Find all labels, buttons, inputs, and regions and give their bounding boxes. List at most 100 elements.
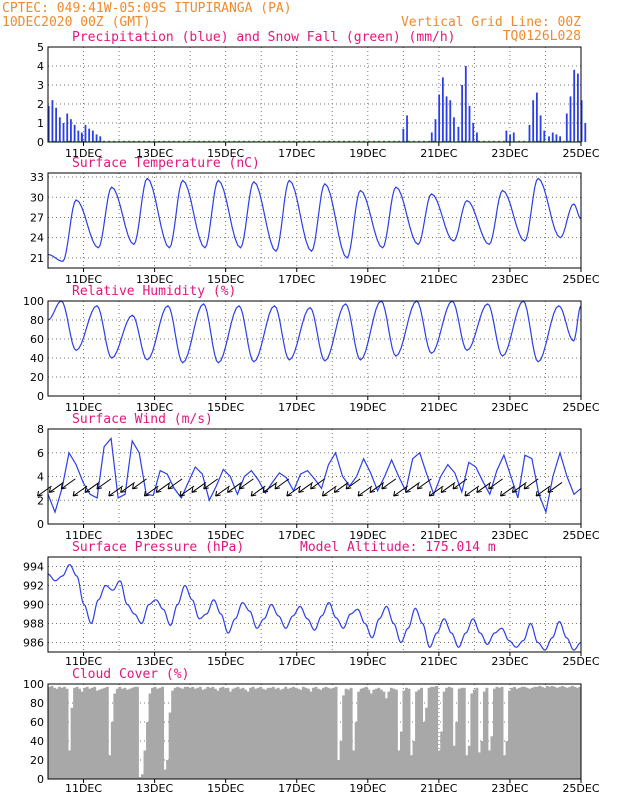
- y-tick-label: 24: [30, 232, 44, 245]
- y-tick-label: 3: [37, 79, 44, 92]
- cloud-bar: [317, 688, 320, 779]
- cloud-bar: [460, 687, 464, 779]
- cloud-bar: [234, 687, 237, 779]
- wind-arrow-head: [310, 483, 316, 490]
- cloud-bar: [324, 686, 328, 779]
- cloud-bar: [540, 686, 544, 779]
- wind-arrow: [144, 485, 159, 497]
- wind-arrow-head: [120, 487, 126, 493]
- cloud-bar: [432, 686, 436, 779]
- wind-arrow: [488, 478, 503, 490]
- precip-bar: [472, 123, 475, 142]
- precip-bar: [449, 100, 452, 142]
- cloud-bar: [445, 687, 449, 779]
- header-datetime: 10DEC2020 00Z (GMT): [2, 15, 151, 30]
- wind-arrow-head: [179, 490, 186, 497]
- wind-arrow: [357, 485, 373, 497]
- cloud-bar: [533, 686, 537, 779]
- cloud-bar: [276, 687, 280, 779]
- cloud-bar: [422, 722, 426, 779]
- cloud-bar: [510, 687, 514, 779]
- x-tick-label: 23DEC: [491, 147, 528, 160]
- wind-arrow: [369, 482, 385, 493]
- precip-bar: [464, 66, 467, 142]
- x-tick-label: 25DEC: [562, 147, 599, 160]
- wind-arrow-head: [155, 487, 162, 493]
- panel-title: Surface Pressure (hPa): [72, 540, 244, 555]
- cloud-bar: [332, 687, 336, 779]
- precip-bar: [453, 117, 455, 142]
- cloud-bar: [168, 712, 172, 779]
- wind-arrow-head: [535, 490, 542, 497]
- panel-title: Surface Temperature (nC): [72, 156, 260, 171]
- y-tick-label: 80: [30, 697, 44, 710]
- panel-title: Surface Wind (m/s): [72, 412, 213, 427]
- x-tick-label: 11DEC: [65, 147, 102, 160]
- precip-bar: [468, 105, 471, 142]
- cloud-bar: [218, 687, 222, 779]
- cloud-bar: [382, 691, 386, 779]
- cloud-bar: [377, 687, 381, 779]
- x-tick-label: 15DEC: [207, 529, 244, 542]
- cloud-bar: [208, 687, 212, 779]
- cloud-bar: [417, 689, 421, 779]
- y-tick-label: 6: [37, 447, 44, 460]
- y-tick-label: 33: [30, 171, 44, 184]
- wind-arrow: [250, 485, 266, 497]
- x-tick-label: 21DEC: [420, 273, 457, 286]
- wind-arrow: [155, 482, 171, 493]
- wind-arrow: [132, 478, 147, 490]
- y-tick-label: 60: [30, 716, 44, 729]
- y-tick-label: 40: [30, 735, 44, 748]
- precip-bar: [457, 126, 460, 142]
- cloud-bar: [281, 688, 285, 779]
- wind-arrow-head: [132, 483, 138, 490]
- cloud-bar: [558, 686, 562, 779]
- wind-arrow: [476, 482, 492, 493]
- cloud-bar: [223, 688, 227, 779]
- cloud-bar: [279, 689, 283, 779]
- precip-bar: [532, 100, 535, 142]
- x-tick-label: 11DEC: [65, 529, 102, 542]
- cloud-bar: [420, 687, 424, 779]
- cloud-bar: [560, 685, 564, 779]
- cloud-bar: [286, 688, 290, 779]
- cloud-bar: [568, 686, 572, 779]
- y-tick-label: 0: [37, 773, 44, 786]
- cloud-bar: [80, 691, 84, 779]
- precip-bar: [476, 132, 478, 142]
- wind-arrow: [203, 478, 219, 490]
- cloud-bar: [477, 752, 481, 779]
- cloud-bar: [447, 686, 451, 779]
- cloud-bar: [498, 687, 501, 779]
- cloud-bar: [213, 688, 217, 779]
- cloud-bar: [148, 693, 152, 779]
- plot-frame: [47, 46, 582, 143]
- cloud-bar: [548, 686, 552, 779]
- wind-arrow: [310, 478, 325, 490]
- cloud-bar: [216, 690, 220, 779]
- cloud-bar: [151, 687, 154, 779]
- wind-arrow-head: [274, 483, 281, 490]
- wind-arrow: [84, 482, 100, 493]
- cloud-bar: [93, 686, 97, 779]
- precip-bar: [580, 100, 583, 142]
- cloud-bar: [327, 687, 330, 779]
- cloud-bar: [372, 689, 376, 779]
- cloud-bar: [470, 693, 474, 779]
- cloud-bar: [58, 686, 61, 779]
- wind-arrow-head: [381, 483, 387, 490]
- precip-bar: [99, 136, 102, 142]
- x-tick-label: 13DEC: [136, 273, 173, 286]
- x-tick-label: 15DEC: [207, 655, 244, 668]
- precip-bar: [551, 132, 554, 142]
- y-tick-label: 986: [23, 637, 44, 650]
- cloud-bar: [352, 750, 356, 779]
- cloud-bar: [450, 687, 454, 779]
- y-tick-label: 20: [30, 371, 44, 384]
- y-tick-label: 0: [37, 136, 44, 149]
- cloud-bar: [135, 686, 139, 779]
- y-tick-label: 20: [30, 754, 44, 767]
- x-tick-label: 11DEC: [65, 655, 102, 668]
- precip-bar: [555, 134, 558, 142]
